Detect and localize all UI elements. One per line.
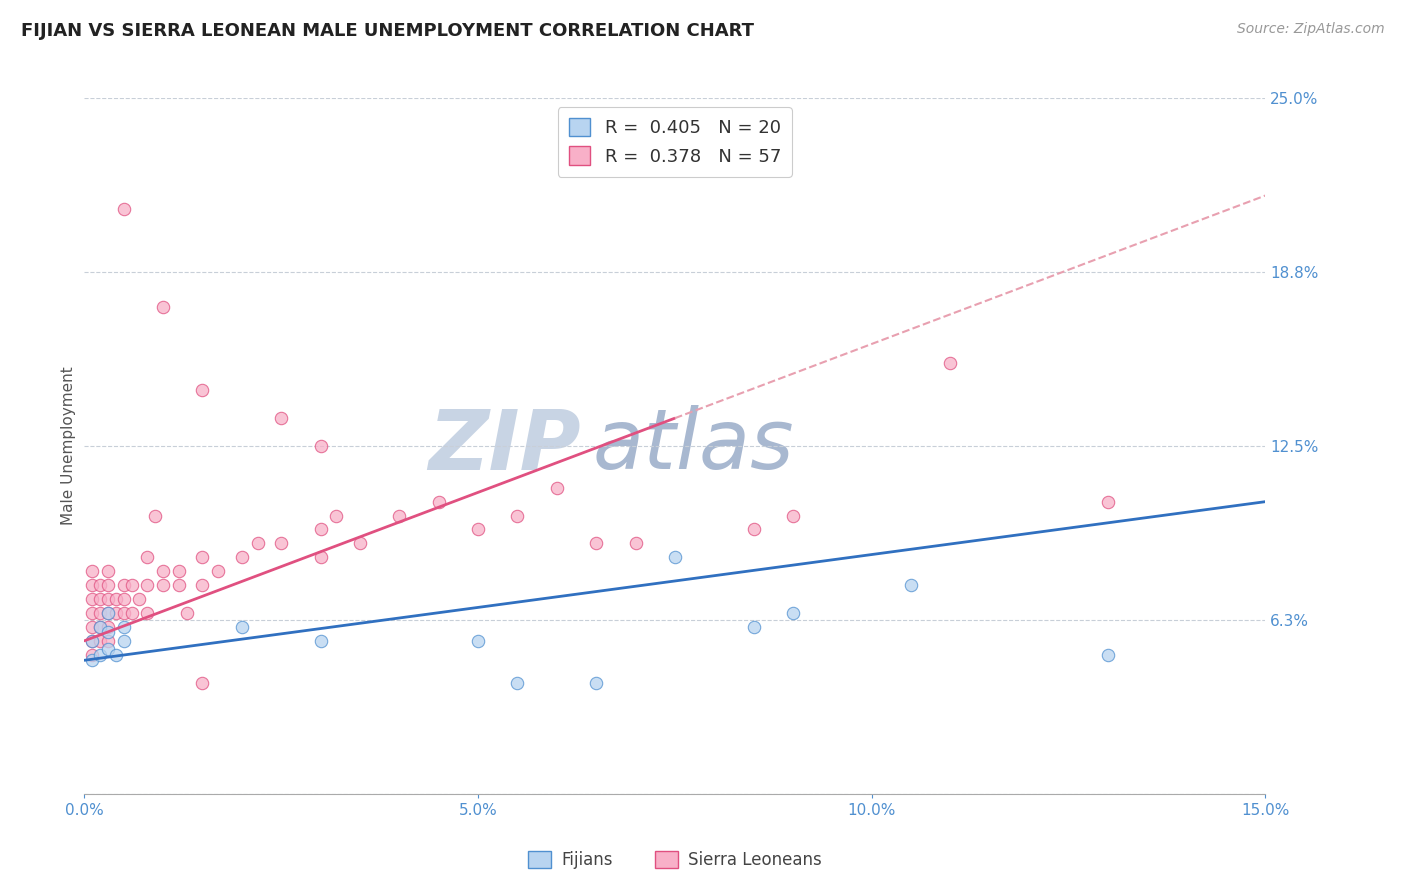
Point [782,606,804,620]
Point [136,550,159,565]
Text: FIJIAN VS SIERRA LEONEAN MALE UNEMPLOYMENT CORRELATION CHART: FIJIAN VS SIERRA LEONEAN MALE UNEMPLOYME… [21,22,754,40]
Point [1097,648,1119,662]
Point [112,606,135,620]
Point [546,481,568,495]
Point [89,620,111,634]
Point [104,606,127,620]
Point [82,564,104,578]
Point [207,564,229,578]
Point [388,508,411,523]
Point [191,550,214,565]
Point [143,508,166,523]
Point [89,606,111,620]
Point [112,202,135,217]
Point [231,550,253,565]
Point [112,592,135,607]
Point [664,550,686,565]
Point [97,625,120,640]
Text: atlas: atlas [592,406,794,486]
Point [128,592,150,607]
Point [82,633,104,648]
Point [467,633,489,648]
Point [309,439,332,453]
Point [270,536,292,550]
Point [82,620,104,634]
Point [325,508,347,523]
Point [246,536,269,550]
Point [82,578,104,592]
Point [112,620,135,634]
Point [152,564,174,578]
Point [121,606,143,620]
Point [585,675,607,690]
Point [467,523,489,537]
Point [97,633,120,648]
Text: ZIP: ZIP [427,406,581,486]
Point [191,675,214,690]
Point [136,606,159,620]
Point [97,642,120,657]
Point [309,550,332,565]
Point [89,592,111,607]
Point [97,606,120,620]
Point [1097,494,1119,508]
Point [176,606,198,620]
Point [89,633,111,648]
Legend: Fijians, Sierra Leoneans: Fijians, Sierra Leoneans [522,845,828,876]
Point [349,536,371,550]
Point [82,633,104,648]
Point [270,411,292,425]
Point [89,648,111,662]
Point [152,578,174,592]
Point [82,606,104,620]
Point [136,578,159,592]
Point [82,653,104,667]
Point [900,578,922,592]
Point [104,648,127,662]
Point [112,578,135,592]
Point [782,508,804,523]
Point [104,592,127,607]
Point [97,592,120,607]
Point [121,578,143,592]
Point [231,620,253,634]
Point [585,536,607,550]
Point [191,384,214,398]
Point [89,620,111,634]
Point [82,592,104,607]
Point [742,620,765,634]
Point [167,564,190,578]
Point [167,578,190,592]
Point [939,355,962,369]
Point [309,523,332,537]
Point [82,648,104,662]
Point [97,578,120,592]
Point [97,564,120,578]
Point [624,536,647,550]
Point [97,606,120,620]
Point [506,675,529,690]
Point [152,300,174,314]
Point [506,508,529,523]
Point [97,620,120,634]
Point [742,523,765,537]
Text: Source: ZipAtlas.com: Source: ZipAtlas.com [1237,22,1385,37]
Point [89,578,111,592]
Y-axis label: Male Unemployment: Male Unemployment [60,367,76,525]
Point [191,578,214,592]
Point [309,633,332,648]
Point [427,494,450,508]
Point [112,633,135,648]
